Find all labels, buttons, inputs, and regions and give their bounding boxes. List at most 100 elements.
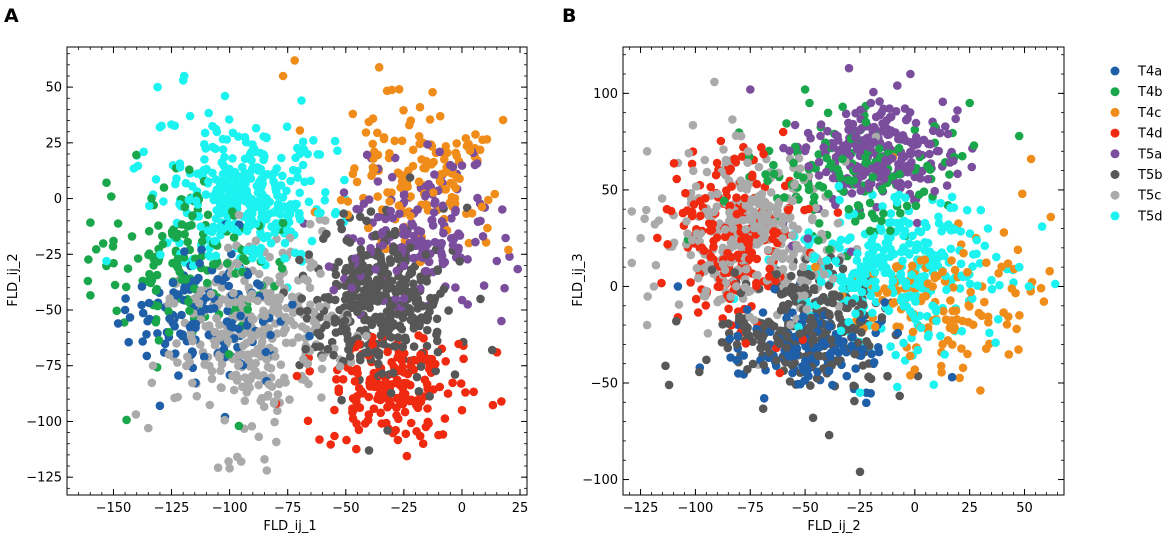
point-t5d [886, 342, 895, 351]
point-t5d [896, 270, 905, 280]
point-t5d [972, 249, 981, 259]
point-t5d [871, 277, 880, 286]
point-t5b [304, 250, 314, 259]
y-tick-label: 50 [45, 81, 62, 96]
point-t4b [814, 150, 823, 159]
point-t5d [293, 173, 302, 182]
point-t5a [421, 190, 431, 200]
point-t4c [451, 148, 461, 158]
point-t5a [785, 146, 794, 156]
point-t5b [756, 343, 765, 353]
point-t4c [1015, 311, 1024, 320]
point-t5a [416, 227, 426, 236]
point-t5d [170, 121, 179, 130]
panel-b-points [627, 63, 1060, 477]
point-t5c [362, 331, 371, 341]
point-t4a [770, 284, 779, 294]
point-t5d [844, 317, 853, 327]
point-t4d [687, 159, 697, 169]
legend-item-t5a: T5a [1110, 147, 1162, 162]
point-t5b [370, 289, 379, 299]
point-t5c [220, 415, 229, 425]
point-t4c [343, 197, 353, 206]
point-t4d [397, 356, 406, 365]
point-t4c [1007, 284, 1017, 293]
point-t4c [421, 164, 430, 173]
point-t5a [801, 143, 811, 152]
point-t5d [204, 251, 214, 260]
point-t5d [248, 253, 257, 263]
point-t4c [397, 136, 407, 146]
point-t4c [405, 120, 414, 130]
point-t5d [185, 111, 195, 121]
point-t4b [112, 306, 121, 316]
point-t4b [98, 239, 108, 248]
point-t5d [179, 71, 189, 81]
point-t5c [147, 378, 157, 388]
point-t5d [957, 326, 967, 336]
point-t4a [288, 300, 297, 309]
point-t5a [451, 205, 460, 215]
point-t4c [950, 265, 960, 275]
point-t4d [338, 375, 348, 384]
point-t5d [920, 218, 930, 228]
point-t5b [363, 269, 372, 278]
point-t4d [765, 272, 774, 281]
point-t5b [331, 270, 341, 280]
point-t5d [905, 250, 914, 259]
point-t4a [138, 337, 147, 346]
point-t4d [438, 430, 448, 439]
point-t5d [794, 322, 803, 332]
point-t5a [401, 230, 410, 240]
point-t5d [220, 91, 230, 101]
point-t5c [297, 322, 307, 331]
point-t4a [758, 308, 768, 317]
point-t5a [816, 120, 826, 129]
point-t5a [877, 108, 886, 117]
point-t4d [364, 410, 374, 419]
point-t5a [967, 162, 977, 172]
point-t5a [885, 104, 894, 113]
point-t4d [412, 427, 421, 436]
point-t4a [673, 282, 683, 291]
point-t4c [370, 147, 379, 157]
point-t5d [929, 380, 939, 390]
point-t4a [174, 290, 183, 299]
point-t5b [672, 316, 681, 326]
point-t5b [423, 325, 432, 335]
point-t4d [712, 158, 722, 168]
point-t4d [497, 397, 506, 406]
point-t5c [254, 269, 264, 279]
point-t5d [272, 208, 282, 217]
point-t5a [399, 261, 409, 271]
point-t4c [399, 106, 408, 115]
point-t5b [717, 338, 727, 347]
point-t4b [814, 219, 824, 228]
point-t5a [329, 285, 339, 295]
point-t5c [247, 314, 257, 324]
point-t5d [218, 145, 228, 154]
point-t5d [330, 136, 340, 146]
point-t5d [901, 278, 911, 287]
point-t5c [713, 189, 722, 199]
point-t5a [866, 98, 876, 108]
point-t4d [457, 405, 467, 415]
point-t5b [487, 345, 497, 355]
point-t5c [173, 358, 182, 367]
point-t5d [237, 162, 247, 172]
point-t4b [123, 264, 133, 273]
point-t5a [912, 218, 922, 228]
point-t5b [431, 366, 441, 376]
panel-b-axes: −125 −100 −75 −50 −25 0 25 50 −100 −50 0 50 100 [582, 46, 1065, 516]
point-t4d [354, 383, 364, 393]
point-t5a [471, 237, 480, 247]
point-t4c [427, 160, 436, 169]
point-t4c [936, 361, 946, 371]
point-t5d [196, 222, 206, 231]
point-t5c [649, 282, 659, 291]
point-t5c [702, 167, 712, 177]
point-t5b [374, 359, 383, 369]
point-t4a [142, 351, 152, 361]
point-t4d [407, 395, 416, 405]
point-t4b [865, 198, 875, 208]
